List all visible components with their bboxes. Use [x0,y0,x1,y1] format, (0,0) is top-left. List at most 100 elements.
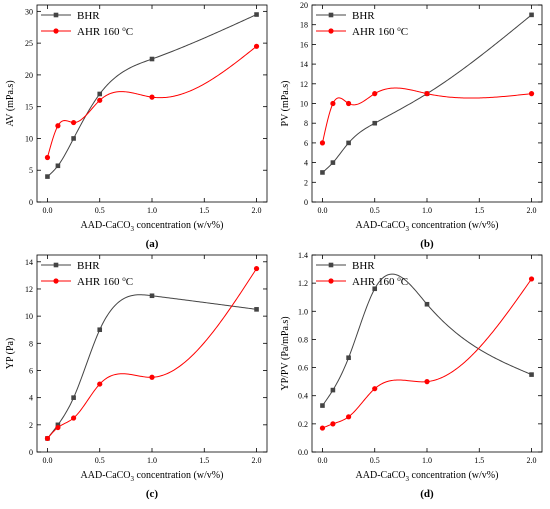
data-point-bhr [55,163,61,169]
y-axis-label: YP (Pa) [5,338,16,370]
x-tick-label: 1.0 [422,456,432,465]
data-point-bhr [320,170,325,175]
data-point-ahr [44,154,51,161]
legend-marker-ahr [328,28,334,34]
x-tick-label: 0.0 [42,206,52,215]
data-point-ahr [372,91,378,97]
y-tick-label: 4 [304,159,308,168]
series-line-ahr [321,87,532,144]
y-tick-label: 10 [25,312,33,321]
y-tick-label: 0.8 [298,335,308,344]
x-tick-label: 1.0 [422,206,432,215]
data-point-bhr [346,355,351,361]
series-line-ahr [322,278,532,429]
legend-label-unit: C [126,26,133,38]
y-tick-label: 6 [304,139,308,148]
x-tick-label: 0.0 [317,206,327,215]
data-point-bhr [149,293,155,299]
y-tick-label: 14 [25,258,33,267]
y-axis-label: PV (mPa.s) [280,81,291,127]
data-point-ahr [149,94,155,100]
data-point-ahr [330,100,336,107]
panel-label: (d) [420,488,434,500]
data-point-ahr [372,386,378,392]
legend-label-superscript: o [122,275,126,283]
data-point-ahr [149,374,155,380]
legend-label-superscript: o [397,25,401,33]
x-tick-label: 1.5 [474,206,484,215]
y-tick-label: 0 [29,448,33,457]
data-point-bhr [424,301,430,307]
data-point-bhr [372,286,378,292]
x-tick-label: 0.5 [370,206,380,215]
data-point-ahr [55,123,61,129]
legend-marker-bhr [328,262,334,268]
data-point-ahr [44,435,51,442]
x-axis-label-text: AAD-CaCO [81,470,131,481]
x-tick-label: 1.5 [474,456,484,465]
data-point-ahr [253,43,260,49]
x-tick-label: 1.5 [199,456,209,465]
legend-label: BHR [352,10,375,22]
data-point-bhr [320,403,325,408]
plot-frame [36,4,268,203]
x-tick-label: 1.0 [147,456,157,465]
x-tick-label: 0.0 [42,456,52,465]
series-line-bhr [322,273,532,406]
data-point-bhr [254,307,259,312]
y-tick-label: 2 [304,178,308,187]
x-axis-label-subscript: 3 [131,225,135,233]
y-tick-label: 10 [25,134,33,143]
legend-label: BHR [77,260,100,272]
x-axis-label-text: AAD-CaCO [81,220,131,231]
data-point-bhr [71,395,76,400]
y-tick-label: 6 [29,366,33,375]
data-point-ahr [97,97,103,103]
y-tick-label: 14 [300,60,308,69]
panel-label: (b) [420,238,434,250]
legend-label: AHR 160 oC [352,275,408,288]
legend-marker-ahr [53,278,59,284]
y-tick-label: 0.2 [298,420,308,429]
x-axis-label-text: AAD-CaCO [356,220,406,231]
data-point-ahr [319,425,326,431]
x-tick-label: 2.0 [527,456,537,465]
data-point-bhr [529,12,534,18]
y-tick-label: 16 [300,40,308,49]
data-point-ahr [345,414,352,420]
data-point-bhr [55,422,61,428]
legend-label-text: AHR 160 [77,26,122,38]
y-tick-label: 0.4 [298,392,308,401]
data-point-bhr [529,372,534,377]
data-point-ahr [424,91,430,97]
x-axis-label-subscript: 3 [406,225,410,233]
data-point-ahr [70,119,77,126]
y-tick-label: 0.0 [298,448,308,457]
data-point-ahr [345,100,352,107]
y-tick-label: 20 [300,1,308,10]
legend-label: BHR [352,260,375,272]
y-tick-label: 15 [25,103,33,112]
x-axis-label: AAD-CaCO3 concentration (w/v%) [356,470,499,483]
y-tick-label: 0 [29,198,33,207]
x-tick-label: 2.0 [527,206,537,215]
series-line-ahr [46,45,257,158]
legend-label-unit: C [401,26,408,38]
panel-label: (c) [146,488,159,500]
data-point-bhr [71,136,76,141]
data-point-bhr [149,56,155,62]
data-point-bhr [330,387,336,393]
legend-label-superscript: o [397,275,401,283]
plot-frame [311,254,543,453]
data-point-bhr [97,327,103,333]
data-point-ahr [319,140,326,146]
legend-label-text: AHR 160 [352,276,397,288]
data-point-ahr [253,265,260,272]
y-axis-label: AV (mPa.s) [5,80,16,126]
y-tick-label: 30 [25,7,33,16]
legend-marker-ahr [53,28,59,34]
data-point-bhr [372,120,378,126]
x-tick-label: 1.0 [147,206,157,215]
y-tick-label: 4 [29,394,33,403]
legend-marker-ahr [328,278,334,284]
